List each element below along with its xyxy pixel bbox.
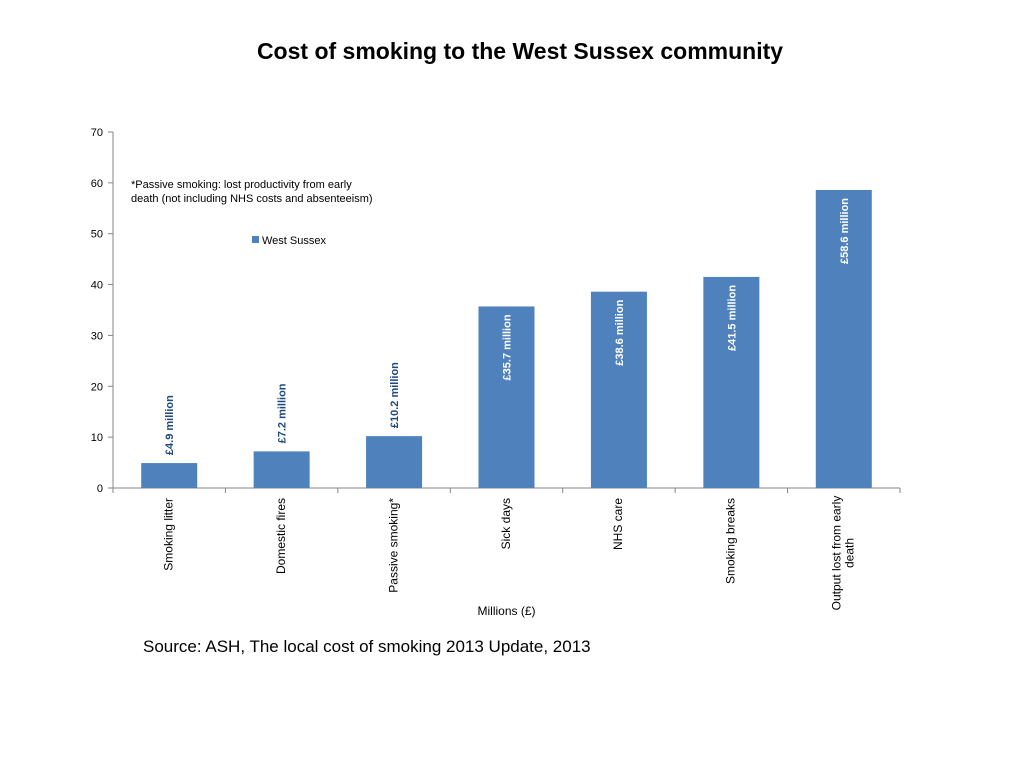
x-axis-title: Millions (£) xyxy=(477,604,535,618)
category-label-line: Domestic fires xyxy=(274,498,288,574)
source-citation: Source: ASH, The local cost of smoking 2… xyxy=(143,637,591,656)
category-label-line: death xyxy=(843,538,857,568)
data-label: £10.2 million xyxy=(389,362,401,428)
bar xyxy=(703,276,760,488)
bar xyxy=(141,463,198,488)
y-tick-label: 30 xyxy=(91,330,103,342)
bar xyxy=(253,451,310,488)
y-tick-label: 70 xyxy=(91,127,103,139)
category-label-line: Output lost from early xyxy=(830,496,844,611)
y-tick-label: 10 xyxy=(91,432,103,444)
data-label: £58.6 million xyxy=(839,198,851,264)
bar xyxy=(815,189,872,488)
category-label-line: Sick days xyxy=(499,498,513,549)
bar xyxy=(478,306,535,488)
data-label: £38.6 million xyxy=(614,299,626,365)
chart-extras: Millions (£) *Passive smoking: lost produ… xyxy=(131,179,536,618)
category-label: Domestic fires xyxy=(274,498,288,574)
category-label: Sick days xyxy=(499,498,513,549)
data-label: £35.7 million xyxy=(502,314,514,380)
slide-title: Cost of smoking to the West Sussex commu… xyxy=(256,38,784,64)
category-label-line: Passive smoking* xyxy=(386,498,400,593)
annotation-note: death (not including NHS costs and absen… xyxy=(131,193,373,205)
data-label: £41.5 million xyxy=(726,285,738,351)
legend-swatch xyxy=(252,236,259,243)
annotation-note: *Passive smoking: lost productivity from… xyxy=(131,179,352,191)
data-label: £4.9 million xyxy=(164,395,176,455)
category-label: Output lost from early death xyxy=(830,496,857,611)
y-tick-label: 0 xyxy=(97,483,103,495)
chart-labels: £4.9 million Smoking litter £7.2 million Do… xyxy=(161,198,856,611)
data-label: £7.2 million xyxy=(277,383,289,443)
y-tick-label: 20 xyxy=(91,381,103,393)
category-label-line: NHS care xyxy=(611,498,625,550)
y-tick-label: 60 xyxy=(91,178,103,190)
chart-bars xyxy=(141,189,872,488)
category-label: NHS care xyxy=(611,498,625,550)
category-label-line: Smoking litter xyxy=(161,498,175,571)
category-label: Smoking litter xyxy=(161,498,175,571)
legend-label: West Sussex xyxy=(262,235,326,247)
category-label-line: Smoking breaks xyxy=(724,498,738,584)
bar xyxy=(366,436,423,488)
category-label: Passive smoking* xyxy=(386,498,400,593)
y-tick-label: 40 xyxy=(91,280,103,292)
category-label: Smoking breaks xyxy=(724,498,738,584)
y-tick-label: 50 xyxy=(91,229,103,241)
bar xyxy=(590,291,647,488)
